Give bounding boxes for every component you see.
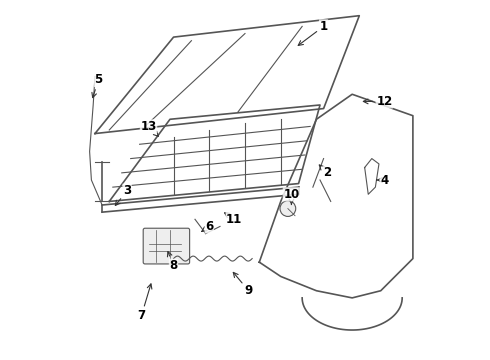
Text: 3: 3 <box>115 184 131 206</box>
Text: 11: 11 <box>224 213 243 226</box>
Text: 9: 9 <box>233 273 253 297</box>
FancyBboxPatch shape <box>143 228 190 264</box>
Text: 13: 13 <box>141 120 158 136</box>
Text: 8: 8 <box>168 252 178 272</box>
Text: 4: 4 <box>377 174 389 186</box>
Circle shape <box>280 201 296 216</box>
Text: 1: 1 <box>298 20 328 45</box>
Text: 7: 7 <box>137 284 152 322</box>
Text: 10: 10 <box>283 188 299 204</box>
Text: 5: 5 <box>92 73 103 98</box>
Text: 2: 2 <box>319 165 331 179</box>
Text: 12: 12 <box>363 95 392 108</box>
Text: 6: 6 <box>202 220 214 233</box>
